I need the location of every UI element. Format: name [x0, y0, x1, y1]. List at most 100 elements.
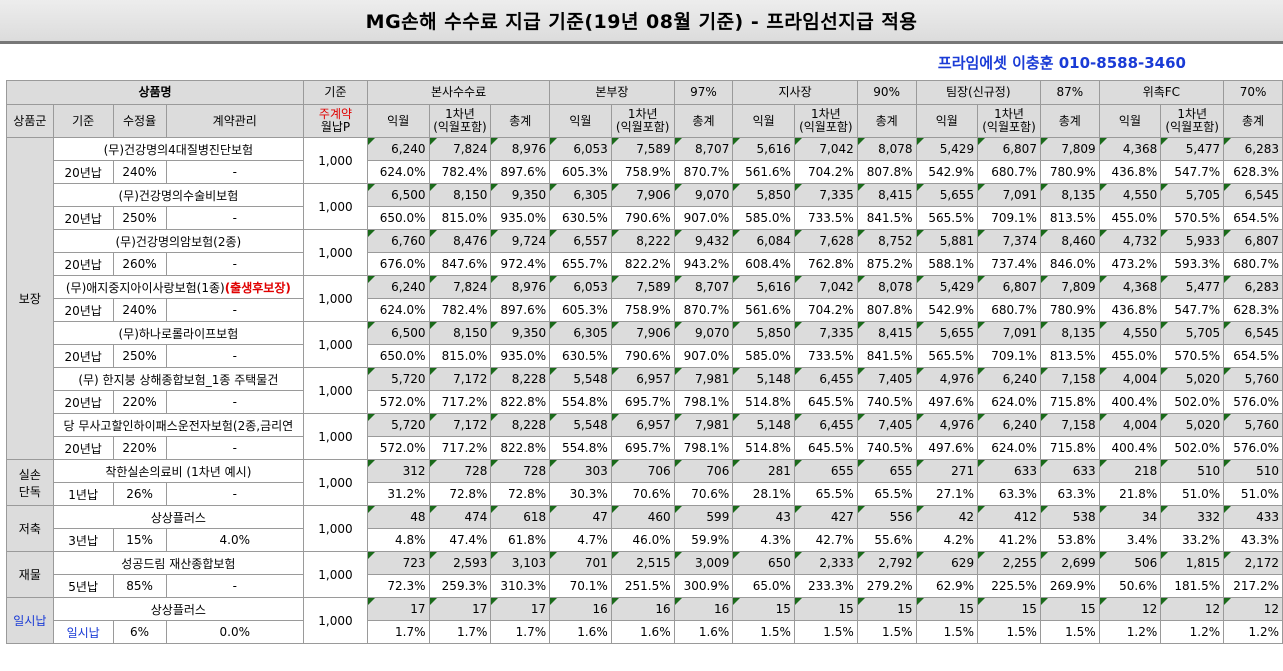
amount-value: 5,705 [1160, 183, 1225, 207]
percent-value: 740.5% [856, 436, 917, 460]
percent-value: 780.9% [1039, 160, 1100, 184]
product-standard: 5년납 [52, 574, 114, 598]
percent-value: 593.3% [1160, 252, 1225, 276]
percent-value: 907.0% [673, 344, 734, 368]
premium-value: 1,000 [303, 321, 368, 368]
percent-value: 897.6% [490, 160, 551, 184]
percent-value: 650.0% [366, 344, 430, 368]
amount-value: 7,158 [1039, 367, 1100, 391]
header-premium-col: 주계약 월납P [303, 104, 368, 138]
amount-value: 8,460 [1039, 229, 1100, 253]
amount-value: 7,172 [428, 367, 492, 391]
amount-value: 7,091 [977, 183, 1041, 207]
percent-value: 733.5% [793, 344, 858, 368]
header-sub-first-year: 1차년 (익월포함) [977, 104, 1041, 138]
product-contract: - [165, 252, 305, 276]
percent-value: 654.5% [1223, 206, 1283, 230]
percent-value: 1.2% [1098, 620, 1162, 644]
product-standard: 20년납 [52, 160, 114, 184]
percent-value: 605.3% [549, 160, 612, 184]
percent-value: 630.5% [549, 206, 612, 230]
header-sub-year-line2: (익월포함) [615, 120, 670, 134]
category-cell: 보장 [6, 137, 54, 460]
amount-value: 5,850 [732, 183, 795, 207]
percent-value: 628.3% [1223, 298, 1283, 322]
percent-value: 46.0% [610, 528, 675, 552]
percent-value: 59.9% [673, 528, 734, 552]
percent-value: 717.2% [428, 390, 492, 414]
amount-value: 4,976 [915, 413, 979, 437]
amount-value: 8,078 [856, 137, 917, 161]
percent-value: 43.3% [1223, 528, 1283, 552]
product-standard: 3년납 [52, 528, 114, 552]
percent-value: 813.5% [1039, 344, 1100, 368]
product-contract: 4.0% [165, 528, 305, 552]
product-name-text: (무) 한지붕 상해종합보험_1종 주택물건 [78, 372, 279, 387]
percent-value: 65.5% [856, 482, 917, 506]
amount-value: 9,070 [673, 321, 734, 345]
product-name-text: (무)건강명의암보험(2종) [115, 234, 242, 249]
header-sub-first-year: 1차년 (익월포함) [793, 104, 858, 138]
amount-value: 6,240 [977, 367, 1041, 391]
amount-value: 6,283 [1223, 137, 1283, 161]
header-sub-first-month: 익월 [732, 104, 795, 138]
header-sub-first-year: 1차년 (익월포함) [610, 104, 675, 138]
percent-value: 943.2% [673, 252, 734, 276]
product-name-text: 상상플러스 [150, 510, 206, 525]
percent-value: 815.0% [428, 206, 492, 230]
product-row-detail: 20년납 250% - 650.0% 815.0% 935.0% 630.5% 790.6% 9… [7, 206, 1283, 230]
percent-value: 300.9% [673, 574, 734, 598]
amount-value: 34 [1098, 505, 1162, 529]
product-row-detail: 5년납 85% - 72.3% 259.3% 310.3% 70.1% 251.5% 300.9… [7, 574, 1283, 598]
amount-value: 7,628 [793, 229, 858, 253]
amount-value: 4,550 [1098, 321, 1162, 345]
product-contract: - [165, 390, 305, 414]
amount-value: 6,500 [366, 183, 430, 207]
product-name: 성공드림 재산종합보험 [52, 551, 305, 575]
percent-value: 561.6% [732, 160, 795, 184]
percent-value: 72.3% [366, 574, 430, 598]
amount-value: 5,020 [1160, 367, 1225, 391]
percent-value: 436.8% [1098, 298, 1162, 322]
percent-value: 251.5% [610, 574, 675, 598]
percent-value: 65.0% [732, 574, 795, 598]
amount-value: 7,589 [610, 137, 675, 161]
percent-value: 436.8% [1098, 160, 1162, 184]
header-rate-col: 수정율 [112, 104, 167, 138]
header-group-rate: 90% [856, 80, 917, 105]
amount-value: 303 [549, 459, 612, 483]
percent-value: 217.2% [1223, 574, 1283, 598]
amount-value: 728 [490, 459, 551, 483]
percent-value: 624.0% [977, 390, 1041, 414]
percent-value: 181.5% [1160, 574, 1225, 598]
product-rate: 15% [112, 528, 167, 552]
percent-value: 822.8% [490, 436, 551, 460]
amount-value: 2,699 [1039, 551, 1100, 575]
amount-value: 7,809 [1039, 275, 1100, 299]
category-label: 재물 [18, 568, 41, 582]
percent-value: 1.5% [977, 620, 1041, 644]
amount-value: 7,405 [856, 367, 917, 391]
amount-value: 701 [549, 551, 612, 575]
percent-value: 1.6% [673, 620, 734, 644]
header-sub-year-line1: 1차년 [994, 107, 1024, 121]
percent-value: 847.6% [428, 252, 492, 276]
product-row-detail: 20년납 220% -572.0% 717.2% 822.8% 554.8% 695.7% 7… [7, 390, 1283, 414]
percent-value: 233.3% [793, 574, 858, 598]
product-row: 보장 (무)건강명의4대질병진단보험 1,000 6,240 7,824 8,976 6,0… [6, 137, 1283, 460]
product-rate: 26% [112, 482, 167, 506]
product-standard: 20년납 [52, 390, 114, 414]
percent-value: 733.5% [793, 206, 858, 230]
product-name: (무)애지중지아이사랑보험(1종)(출생후보장) [52, 275, 305, 299]
percent-value: 514.8% [732, 436, 795, 460]
amount-value: 8,228 [490, 367, 551, 391]
title-bar: MG손해 수수료 지급 기준(19년 08월 기준) - 프라임선지급 적용 [0, 0, 1283, 44]
amount-value: 510 [1160, 459, 1225, 483]
amount-value: 5,720 [366, 413, 430, 437]
percent-value: 4.8% [366, 528, 430, 552]
amount-value: 6,305 [549, 183, 612, 207]
category-label: 실손 [18, 467, 41, 482]
amount-value: 9,350 [490, 321, 551, 345]
amount-value: 5,616 [732, 137, 795, 161]
amount-value: 17 [428, 597, 492, 621]
